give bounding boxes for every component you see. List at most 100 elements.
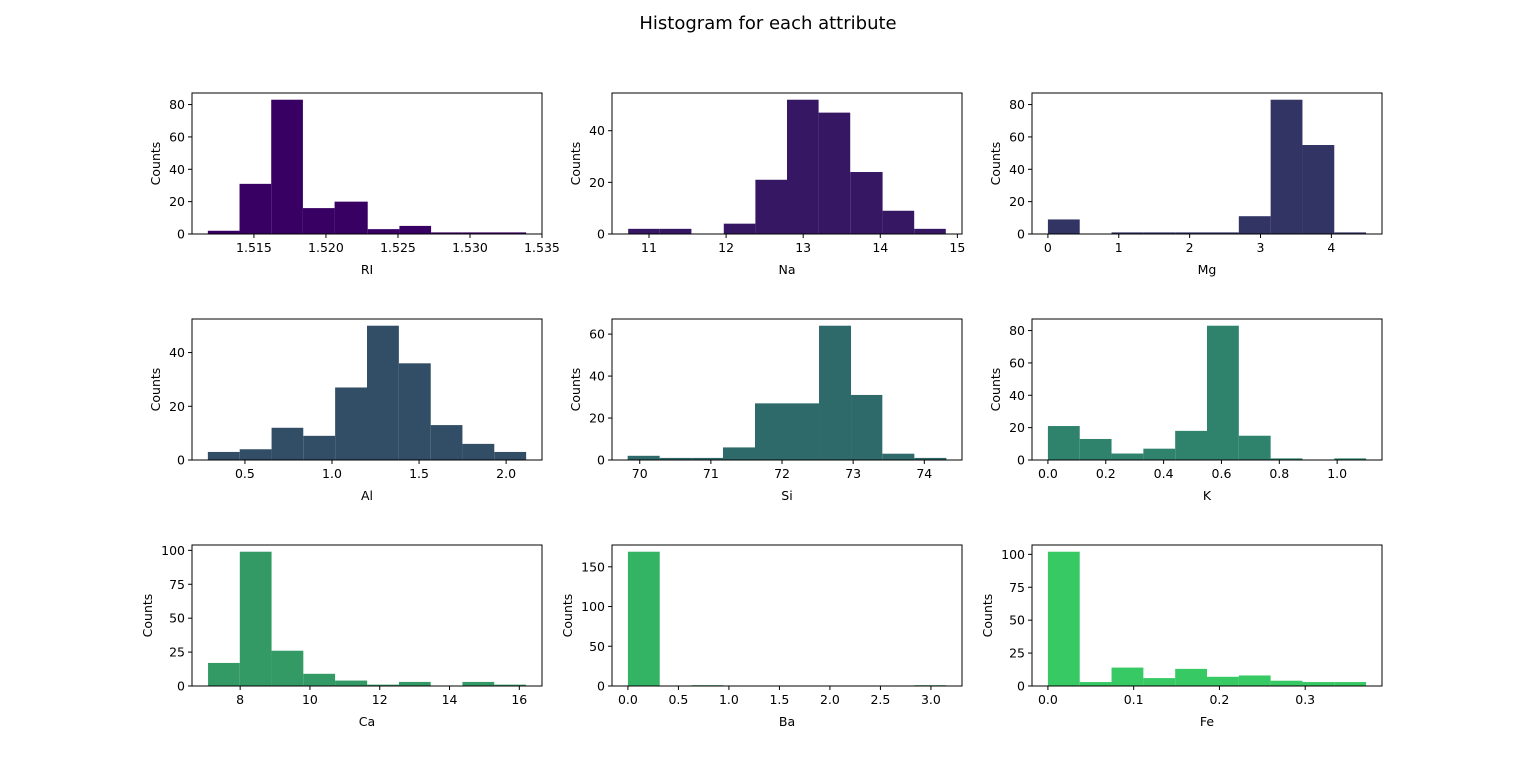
histogram-bar [239, 551, 272, 686]
histogram-bar [271, 99, 303, 234]
x-tick-label: 3.0 [921, 692, 941, 707]
y-axis-label: Counts [988, 368, 1003, 412]
histogram-bar [367, 229, 400, 234]
y-axis-label: Counts [988, 142, 1003, 186]
histogram-bar [1302, 682, 1335, 686]
y-tick-label: 40 [169, 345, 185, 360]
x-tick-label: 13 [795, 240, 811, 255]
histogram-bar [1143, 448, 1176, 460]
histogram-bar [691, 457, 723, 460]
histogram-bar [1143, 232, 1176, 234]
histogram-bar [1175, 232, 1207, 234]
histogram-bar [787, 99, 819, 234]
histogram-bar [1270, 99, 1303, 234]
x-axis-label: RI [361, 262, 373, 277]
x-tick-label: 1.5 [409, 466, 429, 481]
y-tick-label: 80 [1009, 97, 1025, 112]
histogram-bar [882, 210, 915, 234]
histogram-bar [335, 680, 368, 686]
histogram-bar [1047, 426, 1080, 460]
x-tick-label: 15 [949, 240, 965, 255]
histogram-bar [271, 650, 304, 686]
x-tick-label: 10 [302, 692, 318, 707]
histogram-bar [239, 183, 272, 234]
histogram-bar [819, 325, 852, 460]
y-tick-label: 20 [169, 194, 185, 209]
x-tick-label: 1.515 [236, 240, 272, 255]
x-tick-label: 11 [641, 240, 657, 255]
x-tick-label: 12 [718, 240, 734, 255]
y-tick-label: 60 [589, 327, 605, 342]
y-tick-label: 50 [589, 639, 605, 654]
histogram-bar [787, 403, 820, 460]
histogram-bar [494, 451, 527, 460]
y-tick-label: 0 [177, 453, 185, 468]
histogram-bar [755, 179, 787, 234]
x-tick-label: 0.8 [1269, 466, 1289, 481]
histogram-bar [914, 457, 947, 460]
y-tick-label: 150 [581, 559, 605, 574]
histogram-bar [1111, 453, 1144, 460]
y-tick-label: 40 [589, 123, 605, 138]
histogram-bar [207, 451, 240, 460]
y-tick-label: 50 [169, 611, 185, 626]
histogram-bar [1047, 219, 1080, 234]
histogram-bar [723, 223, 756, 234]
histogram-bar [430, 425, 463, 460]
y-axis-label: Counts [148, 142, 163, 186]
y-tick-label: 80 [1009, 323, 1025, 338]
y-tick-label: 100 [1001, 547, 1025, 562]
histogram-bar [627, 551, 660, 686]
axes-frame [1031, 318, 1383, 461]
histogram-bar [303, 435, 336, 460]
histogram-bar [722, 447, 755, 460]
histogram-bar [462, 232, 495, 234]
x-axis-label: K [1203, 488, 1212, 503]
histogram-bar [494, 232, 527, 234]
histogram-bar [1111, 232, 1144, 234]
histogram-bar [462, 443, 495, 460]
x-tick-label: 0.3 [1295, 692, 1315, 707]
histogram-bar [207, 230, 240, 234]
y-axis-label: Counts [568, 142, 583, 186]
x-tick-label: 0.1 [1124, 692, 1144, 707]
histogram-bar [851, 394, 883, 460]
x-axis-label: Ba [779, 714, 795, 729]
x-axis-label: Ca [359, 714, 375, 729]
histogram-bar [1238, 216, 1271, 234]
histogram-bar [1302, 145, 1335, 234]
y-tick-label: 25 [1009, 646, 1025, 661]
x-tick-label: 12 [372, 692, 388, 707]
histogram-bar [398, 363, 431, 460]
x-tick-label: 1.525 [380, 240, 416, 255]
histogram-bar [754, 403, 787, 460]
y-axis-label: Counts [568, 368, 583, 412]
histogram-bar [367, 325, 399, 460]
histogram-bar [399, 225, 432, 234]
x-tick-label: 71 [703, 466, 719, 481]
histogram-bar [882, 453, 915, 460]
axes-frame [611, 318, 963, 461]
x-tick-label: 73 [845, 466, 861, 481]
y-axis-label: Counts [140, 594, 155, 638]
histogram-bar [335, 387, 367, 460]
x-tick-label: 8 [236, 692, 244, 707]
x-tick-label: 0.5 [668, 692, 688, 707]
y-tick-label: 0 [597, 453, 605, 468]
histogram-bar [334, 201, 368, 234]
y-tick-label: 20 [589, 175, 605, 190]
y-tick-label: 100 [581, 599, 605, 614]
x-tick-label: 16 [511, 692, 527, 707]
x-tick-label: 0.5 [235, 466, 255, 481]
histogram-bar [1238, 435, 1271, 460]
y-axis-label: Counts [148, 368, 163, 412]
histogram-bar [1334, 232, 1367, 234]
y-tick-label: 20 [589, 411, 605, 426]
x-tick-label: 0.0 [1038, 692, 1058, 707]
y-tick-label: 75 [169, 577, 185, 592]
y-axis-label: Counts [980, 594, 995, 638]
histogram-bar [208, 662, 240, 686]
histogram-bar [659, 457, 692, 460]
histogram-bar [1111, 667, 1144, 686]
axes-frame [191, 318, 543, 461]
